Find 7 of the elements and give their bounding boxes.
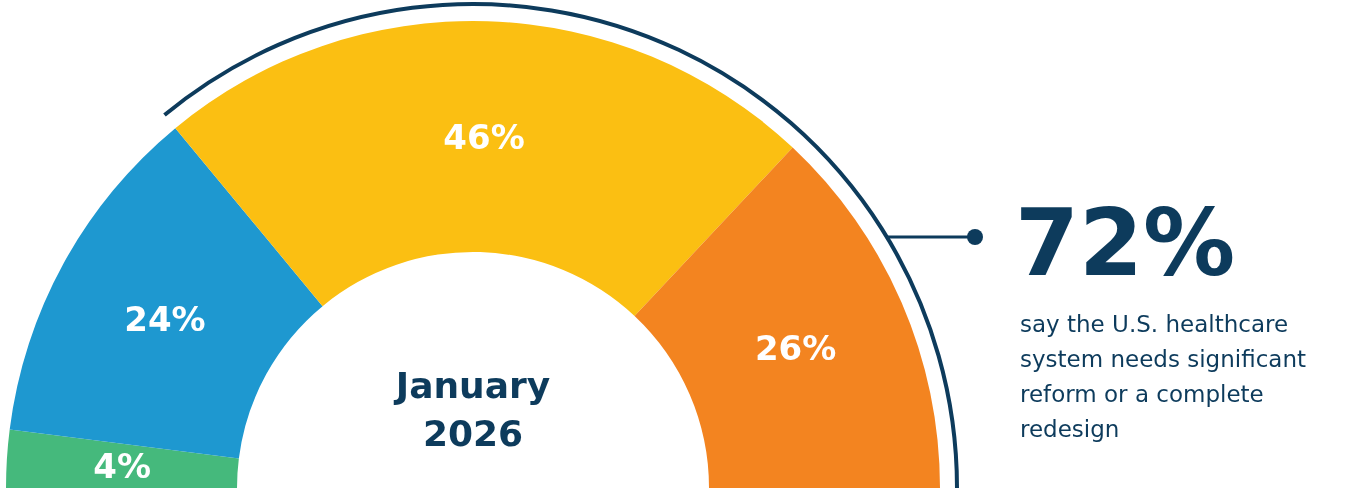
data-label: 26% xyxy=(754,328,837,369)
text: say the U.S. healthcare system needs significant reform or a complete redesign xyxy=(1020,311,1306,442)
text: 72% xyxy=(1015,190,1236,297)
text: January 2026 xyxy=(392,365,551,454)
data-label: 24% xyxy=(124,298,206,339)
data-label: 4% xyxy=(93,445,152,486)
data-label: 46% xyxy=(443,116,525,157)
